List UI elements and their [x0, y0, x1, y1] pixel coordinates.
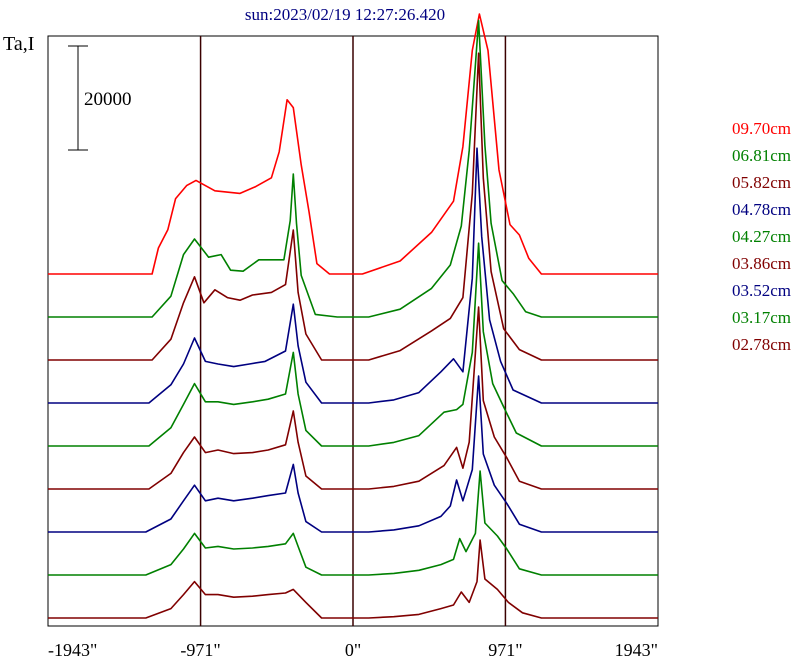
scale-bar: 20000: [68, 45, 132, 151]
x-tick-labels: -1943" -971" 0" 971" 1943": [48, 640, 658, 660]
series-line-2: [48, 52, 658, 361]
legend-item-2: 05.82cm: [732, 173, 791, 192]
legend-item-0: 09.70cm: [732, 119, 791, 138]
x-tick-label-1: -971": [180, 640, 220, 660]
x-tick-label-2: 0": [345, 640, 361, 660]
series-line-8: [48, 539, 658, 619]
legend-item-8: 02.78cm: [732, 335, 791, 354]
scale-bar-label: 20000: [84, 89, 132, 110]
series-line-4: [48, 242, 658, 447]
x-tick-label-0: -1943": [48, 640, 97, 660]
x-tick-label-4: 1943": [615, 640, 658, 660]
x-tick-label-3: 971": [488, 640, 522, 660]
series-line-3: [48, 147, 658, 404]
chart-title: sun:2023/02/19 12:27:26.420: [245, 5, 445, 24]
series-line-5: [48, 306, 658, 490]
series-line-0: [48, 13, 658, 275]
vertical-reference-lines: [199, 36, 507, 626]
legend-item-7: 03.17cm: [732, 308, 791, 327]
legend-item-1: 06.81cm: [732, 146, 791, 165]
legend-item-6: 03.52cm: [732, 281, 791, 300]
y-axis-label: Ta,I: [3, 33, 34, 55]
legend-item-3: 04.78cm: [732, 200, 791, 219]
series-group: [48, 13, 658, 619]
legend-item-5: 03.86cm: [732, 254, 791, 273]
legend: 09.70cm 06.81cm 05.82cm 04.78cm 04.27cm 03.86…: [732, 119, 791, 354]
series-line-6: [48, 375, 658, 533]
series-line-1: [48, 19, 658, 318]
legend-item-4: 04.27cm: [732, 227, 791, 246]
series-line-7: [48, 470, 658, 576]
